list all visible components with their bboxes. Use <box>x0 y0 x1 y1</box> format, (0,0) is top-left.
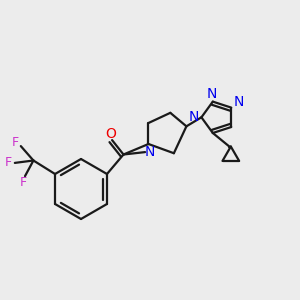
Text: F: F <box>5 156 12 170</box>
Text: F: F <box>20 176 27 189</box>
Text: N: N <box>145 146 155 159</box>
Text: F: F <box>12 136 19 149</box>
Text: N: N <box>234 94 244 109</box>
Text: N: N <box>189 110 199 124</box>
Text: O: O <box>105 127 116 140</box>
Text: N: N <box>207 87 217 101</box>
